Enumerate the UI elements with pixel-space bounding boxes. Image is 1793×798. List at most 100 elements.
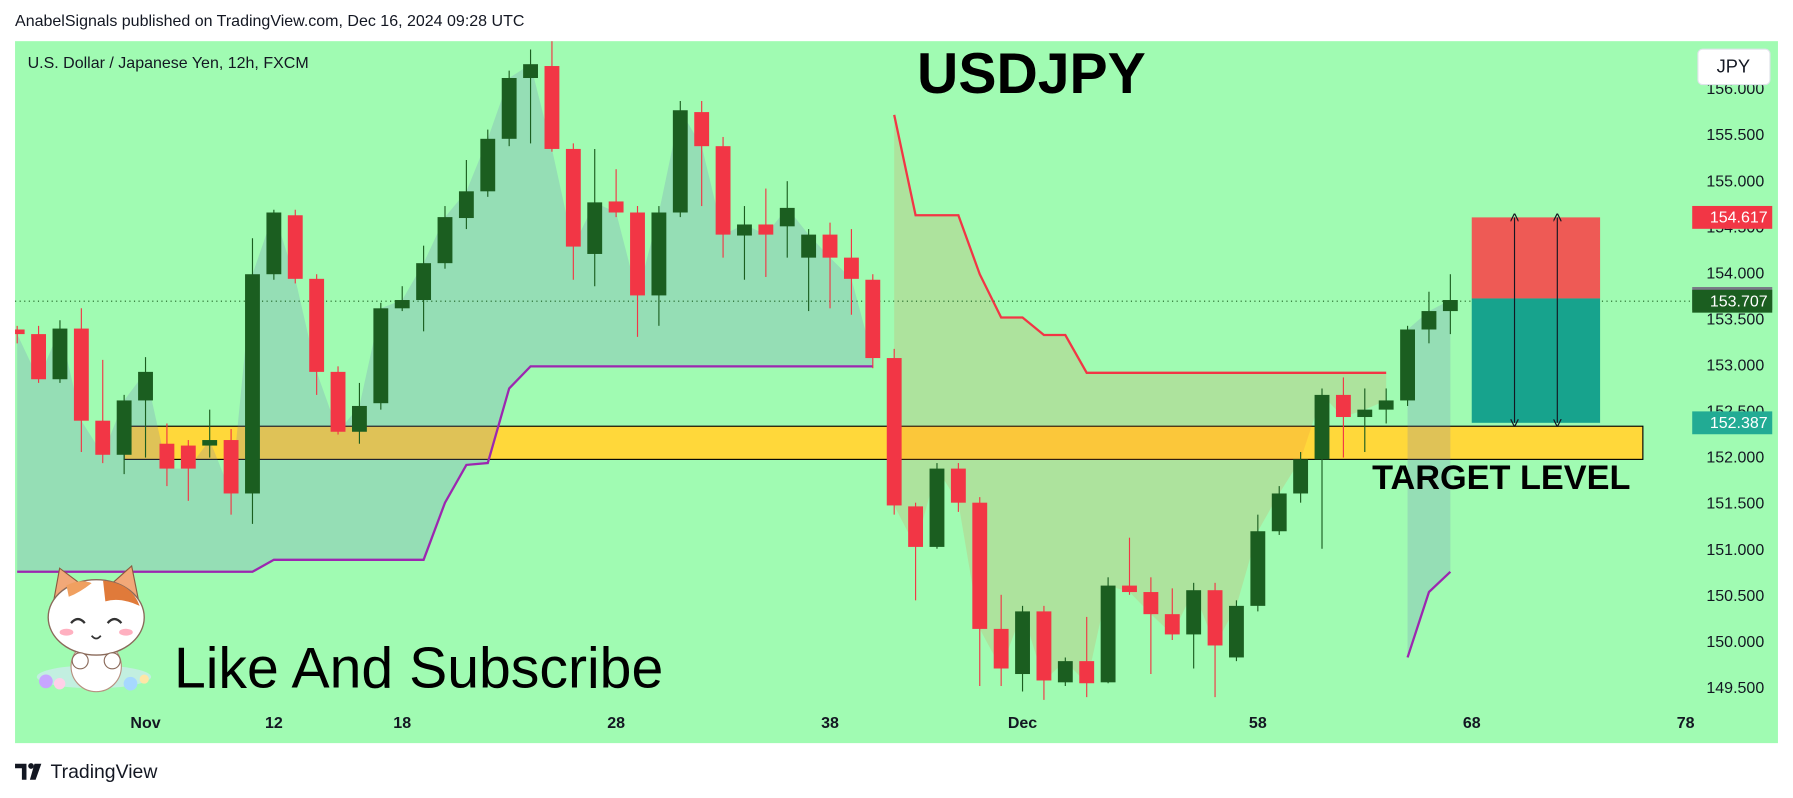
- candle-body: [394, 300, 410, 309]
- x-tick-label: 38: [821, 715, 839, 732]
- candle-body: [1400, 329, 1416, 401]
- price-tag: [1692, 289, 1773, 313]
- candle-body: [1207, 590, 1223, 646]
- candle-body: [801, 234, 817, 258]
- target-zone: [123, 425, 1644, 460]
- x-tick-label: Nov: [130, 715, 160, 732]
- candle-body: [1100, 585, 1116, 683]
- candle-body: [758, 224, 774, 235]
- y-tick-label: 151.000: [1706, 542, 1764, 559]
- candle-body: [373, 308, 389, 404]
- x-tick-label: Dec: [1008, 715, 1037, 732]
- candle-body: [672, 110, 688, 213]
- candle-body: [1442, 300, 1458, 312]
- indicator-fill: [17, 64, 873, 572]
- candle-body: [180, 445, 196, 469]
- annotation: Like And Subscribe: [174, 636, 663, 700]
- candle-body: [309, 278, 325, 372]
- candle-body: [437, 217, 453, 264]
- mascot: [36, 564, 152, 693]
- candle-body: [480, 138, 496, 192]
- candle-body: [159, 443, 175, 469]
- candle-body: [822, 234, 838, 258]
- indicator-fill: [1407, 300, 1451, 658]
- candle-body: [1057, 661, 1073, 683]
- candle-body: [1378, 400, 1394, 410]
- candle-body: [1250, 531, 1266, 606]
- indicator-line: [17, 365, 873, 573]
- candle-body: [1036, 611, 1052, 681]
- y-tick-label: 150.000: [1706, 634, 1764, 651]
- y-tick-label: 153.000: [1706, 358, 1764, 375]
- candle-body: [31, 334, 47, 380]
- candle-body: [630, 212, 645, 296]
- price-tag-label: 153.707: [1710, 294, 1768, 311]
- candle-body: [886, 358, 902, 506]
- currency-label[interactable]: JPY: [1717, 55, 1751, 76]
- candle-body: [972, 502, 988, 629]
- candle-body: [1122, 585, 1137, 593]
- zone-label: TARGET LEVEL: [1372, 459, 1630, 497]
- candle-body: [1015, 611, 1030, 675]
- x-tick-label: 18: [393, 715, 411, 732]
- candle-body: [715, 146, 731, 235]
- candle-body: [1186, 590, 1202, 635]
- candle-body: [287, 215, 303, 279]
- tradingview-logo: [15, 763, 42, 780]
- candle-body: [351, 405, 367, 432]
- candle-body: [73, 328, 89, 421]
- candle-body: [544, 66, 560, 149]
- candle-body: [202, 440, 218, 446]
- candle-body: [138, 371, 153, 401]
- y-tick-label: 151.500: [1706, 496, 1764, 513]
- y-tick-label: 156.000: [1706, 81, 1764, 98]
- candle-body: [1079, 661, 1095, 684]
- indicator-fill: [894, 114, 1387, 684]
- x-tick-label: 68: [1463, 715, 1481, 732]
- candle-body: [843, 257, 859, 279]
- candle-body: [993, 628, 1009, 669]
- x-tick-label: 28: [607, 715, 625, 732]
- candle-body: [608, 201, 624, 213]
- price-tag: [1692, 205, 1773, 229]
- candle-body: [330, 371, 346, 432]
- candle-body: [1357, 409, 1373, 418]
- plot-area: [15, 41, 1690, 700]
- candle-body: [1143, 592, 1159, 615]
- stop-zone: [1471, 217, 1601, 299]
- candle-body: [223, 440, 239, 494]
- candle-body: [1335, 394, 1351, 418]
- x-tick-label: 78: [1677, 715, 1695, 732]
- y-tick-label: 155.500: [1706, 127, 1764, 144]
- price-tag: [1692, 411, 1773, 435]
- target-zone-box: [1471, 298, 1601, 423]
- header: AnabelSignals published on TradingView.c…: [15, 13, 524, 30]
- y-tick-label: 149.500: [1706, 680, 1764, 697]
- candle-body: [52, 328, 68, 380]
- candle-body: [416, 263, 432, 301]
- y-tick-label: 152.000: [1706, 450, 1764, 467]
- candle-body: [565, 148, 581, 247]
- candle-body: [1164, 614, 1180, 635]
- price-axis: 149.500 150.000 150.500 151.000 151.500 152.0…: [1692, 81, 1773, 697]
- y-tick-label: 154.000: [1706, 265, 1764, 282]
- indicator-line: [1406, 570, 1452, 658]
- currency-button[interactable]: [1697, 48, 1771, 86]
- y-tick-label: 150.500: [1706, 588, 1764, 605]
- y-tick-label: 153.500: [1706, 312, 1764, 329]
- candle-body: [1271, 493, 1287, 532]
- price-tag-label: 154.617: [1710, 210, 1768, 227]
- candle-body: [523, 64, 538, 79]
- candle-body: [865, 279, 881, 359]
- candle-body: [929, 468, 945, 547]
- candle-body: [779, 207, 795, 227]
- candle-body: [116, 400, 132, 455]
- price-tag-label: 152.387: [1710, 415, 1768, 432]
- candle-body: [694, 112, 710, 147]
- candle-body: [651, 212, 667, 296]
- candle-body: [245, 274, 260, 494]
- x-tick-label: 58: [1249, 715, 1267, 732]
- candle-body: [587, 202, 603, 254]
